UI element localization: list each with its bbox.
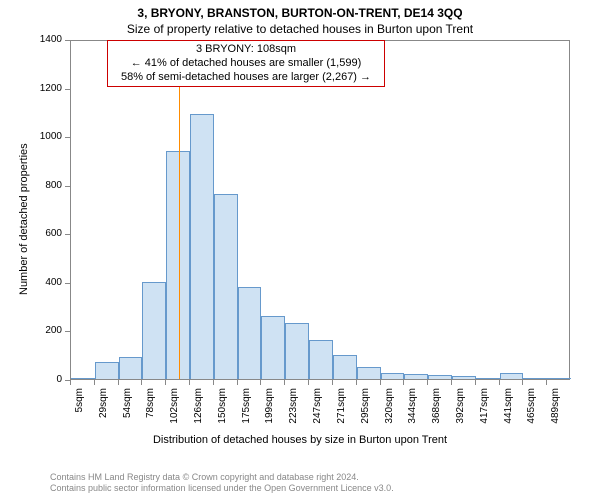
property-annotation-box: 3 BRYONY: 108sqm ← 41% of detached house… xyxy=(107,40,385,87)
annotation-property-size: 3 BRYONY: 108sqm xyxy=(114,43,378,57)
x-tick-label: 78sqm xyxy=(145,388,156,448)
y-tick-mark xyxy=(65,186,70,187)
y-tick-label: 600 xyxy=(22,228,62,239)
y-tick-label: 1000 xyxy=(22,131,62,142)
x-tick-label: 54sqm xyxy=(122,388,133,448)
y-tick-mark xyxy=(65,331,70,332)
x-tick-label: 126sqm xyxy=(193,388,204,448)
y-tick-mark xyxy=(65,40,70,41)
x-tick-label: 392sqm xyxy=(455,388,466,448)
histogram-bar xyxy=(428,375,452,379)
y-tick-mark xyxy=(65,283,70,284)
histogram-bar xyxy=(476,378,500,379)
histogram-bar xyxy=(214,194,238,379)
histogram-bar xyxy=(261,316,285,379)
x-tick-label: 417sqm xyxy=(479,388,490,448)
x-tick-label: 489sqm xyxy=(550,388,561,448)
x-tick-mark xyxy=(522,380,523,385)
x-tick-mark xyxy=(499,380,500,385)
histogram-bar xyxy=(381,373,405,379)
x-tick-label: 368sqm xyxy=(431,388,442,448)
x-tick-label: 29sqm xyxy=(98,388,109,448)
x-tick-mark xyxy=(546,380,547,385)
chart-title-address: 3, BRYONY, BRANSTON, BURTON-ON-TRENT, DE… xyxy=(0,6,600,20)
histogram-bar xyxy=(119,357,143,379)
annotation-larger-pct: 58% of semi-detached houses are larger (… xyxy=(114,71,378,85)
chart-subtitle: Size of property relative to detached ho… xyxy=(0,22,600,36)
histogram-bar xyxy=(500,373,524,379)
y-tick-label: 1200 xyxy=(22,83,62,94)
x-tick-label: 5sqm xyxy=(74,388,85,448)
histogram-bar xyxy=(142,282,166,379)
x-tick-mark xyxy=(356,380,357,385)
y-tick-label: 800 xyxy=(22,180,62,191)
x-tick-mark xyxy=(427,380,428,385)
x-tick-label: 150sqm xyxy=(217,388,228,448)
y-axis-label: Number of detached properties xyxy=(18,143,30,295)
histogram-bar xyxy=(71,378,95,379)
x-tick-mark xyxy=(118,380,119,385)
x-tick-mark xyxy=(165,380,166,385)
data-attribution: Contains HM Land Registry data © Crown c… xyxy=(50,472,394,494)
plot-area xyxy=(70,40,570,380)
x-tick-label: 295sqm xyxy=(360,388,371,448)
annotation-smaller-pct: ← 41% of detached houses are smaller (1,… xyxy=(114,57,378,71)
histogram-bar xyxy=(404,374,428,379)
x-tick-label: 344sqm xyxy=(407,388,418,448)
x-tick-label: 199sqm xyxy=(264,388,275,448)
x-tick-mark xyxy=(451,380,452,385)
x-tick-mark xyxy=(213,380,214,385)
x-tick-mark xyxy=(94,380,95,385)
x-tick-mark xyxy=(308,380,309,385)
y-tick-label: 200 xyxy=(22,325,62,336)
histogram-bar xyxy=(452,376,476,379)
y-tick-label: 400 xyxy=(22,277,62,288)
x-tick-mark xyxy=(260,380,261,385)
x-tick-label: 271sqm xyxy=(336,388,347,448)
x-tick-label: 175sqm xyxy=(241,388,252,448)
y-tick-label: 1400 xyxy=(22,34,62,45)
histogram-bar xyxy=(190,114,214,379)
x-tick-label: 247sqm xyxy=(312,388,323,448)
x-tick-mark xyxy=(332,380,333,385)
y-tick-mark xyxy=(65,234,70,235)
histogram-bar xyxy=(333,355,357,379)
property-marker-line xyxy=(179,41,180,379)
x-tick-mark xyxy=(237,380,238,385)
y-tick-mark xyxy=(65,89,70,90)
y-tick-label: 0 xyxy=(22,374,62,385)
histogram-bar xyxy=(95,362,119,379)
histogram-bar xyxy=(357,367,381,379)
x-tick-label: 223sqm xyxy=(288,388,299,448)
x-tick-mark xyxy=(403,380,404,385)
y-tick-mark xyxy=(65,137,70,138)
x-tick-mark xyxy=(189,380,190,385)
histogram-bar xyxy=(309,340,333,379)
histogram-bar xyxy=(523,378,547,379)
histogram-bar xyxy=(285,323,309,379)
x-tick-mark xyxy=(141,380,142,385)
histogram-bar xyxy=(547,378,571,379)
x-tick-mark xyxy=(475,380,476,385)
histogram-bar xyxy=(238,287,262,379)
attribution-line1: Contains HM Land Registry data © Crown c… xyxy=(50,472,394,483)
x-tick-mark xyxy=(380,380,381,385)
x-tick-label: 320sqm xyxy=(384,388,395,448)
x-tick-label: 465sqm xyxy=(526,388,537,448)
x-tick-label: 441sqm xyxy=(503,388,514,448)
x-tick-mark xyxy=(284,380,285,385)
attribution-line2: Contains public sector information licen… xyxy=(50,483,394,494)
x-tick-label: 102sqm xyxy=(169,388,180,448)
x-tick-mark xyxy=(70,380,71,385)
